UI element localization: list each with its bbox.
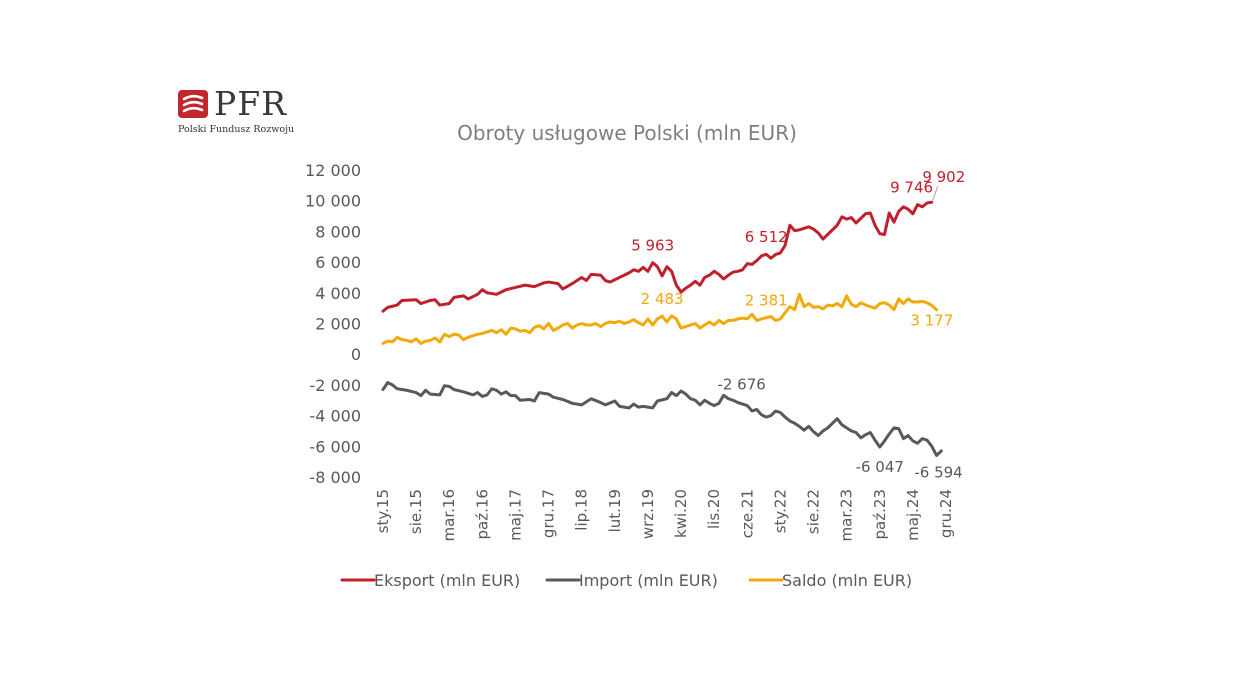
y-tick-label: 0 — [351, 345, 361, 364]
x-tick-label: lut.19 — [606, 489, 624, 532]
x-tick-label: lis.20 — [705, 489, 723, 529]
x-tick-label: kwi.20 — [672, 489, 690, 538]
y-tick-label: 8 000 — [315, 222, 361, 241]
pfr-logo-icon — [178, 90, 208, 118]
y-tick-label: 2 000 — [315, 315, 361, 334]
data-label-import: -6 047 — [856, 458, 904, 476]
data-label-saldo: 2 483 — [641, 290, 684, 308]
series-line-saldo — [381, 292, 939, 345]
data-label-eksport: 9 746 — [890, 179, 933, 197]
x-tick-label: lip.18 — [573, 489, 591, 531]
data-label-eksport: 5 963 — [631, 237, 674, 255]
x-tick-label: paź.16 — [473, 489, 491, 539]
x-tick-label: gru.17 — [540, 489, 558, 538]
x-tick-label: mar.16 — [440, 489, 458, 541]
legend-label-eksport: Eksport (mln EUR) — [374, 571, 520, 590]
y-tick-label: 10 000 — [305, 192, 361, 211]
x-tick-label: maj.24 — [904, 489, 922, 541]
logo-subtitle: Polski Fundusz Rozwoju — [178, 124, 295, 135]
x-tick-label: cze.21 — [738, 489, 756, 538]
data-label-eksport: 6 512 — [745, 228, 788, 246]
x-tick-label: mar.23 — [838, 489, 856, 541]
y-tick-label: -6 000 — [309, 437, 361, 456]
data-label-import: -6 594 — [914, 463, 962, 481]
logo-name: PFR — [214, 84, 287, 123]
legend: Eksport (mln EUR) Import (mln EUR) Saldo (… — [340, 571, 912, 590]
x-axis: sty.15 sie.15 mar.16 paź.16 maj.17 gru.17 lip.… — [374, 489, 955, 541]
y-tick-label: -2 000 — [309, 376, 361, 395]
x-tick-label: sie.22 — [805, 489, 823, 534]
legend-label-import: Import (mln EUR) — [579, 571, 718, 590]
data-label-leader — [932, 186, 939, 201]
chart-title: Obroty usługowe Polski (mln EUR) — [457, 121, 797, 145]
x-tick-label: maj.17 — [506, 489, 524, 541]
x-tick-label: sty.15 — [374, 489, 392, 533]
y-tick-label: 6 000 — [315, 253, 361, 272]
legend-label-saldo: Saldo (mln EUR) — [782, 571, 912, 590]
data-label-eksport: 9 902 — [922, 168, 965, 186]
x-tick-label: sie.15 — [407, 489, 425, 534]
x-tick-label: sty.22 — [771, 489, 789, 533]
x-tick-label: gru.24 — [937, 489, 955, 538]
series-layer — [381, 200, 943, 457]
y-tick-label: 4 000 — [315, 284, 361, 303]
y-axis: 12 000 10 000 8 000 6 000 4 000 2 000 0 -2 000 -… — [305, 161, 361, 487]
y-tick-label: 12 000 — [305, 161, 361, 180]
data-label-import: -2 676 — [717, 375, 765, 393]
x-tick-label: paź.23 — [871, 489, 889, 539]
pfr-logo: PFR Polski Fundusz Rozwoju — [176, 84, 306, 138]
data-label-saldo: 2 381 — [745, 292, 788, 310]
series-line-eksport — [381, 200, 934, 313]
data-label-saldo: 3 177 — [910, 311, 953, 329]
y-tick-label: -4 000 — [309, 407, 361, 426]
y-tick-label: -8 000 — [309, 468, 361, 487]
series-line-import — [381, 381, 943, 457]
x-tick-label: wrz.19 — [639, 489, 657, 539]
